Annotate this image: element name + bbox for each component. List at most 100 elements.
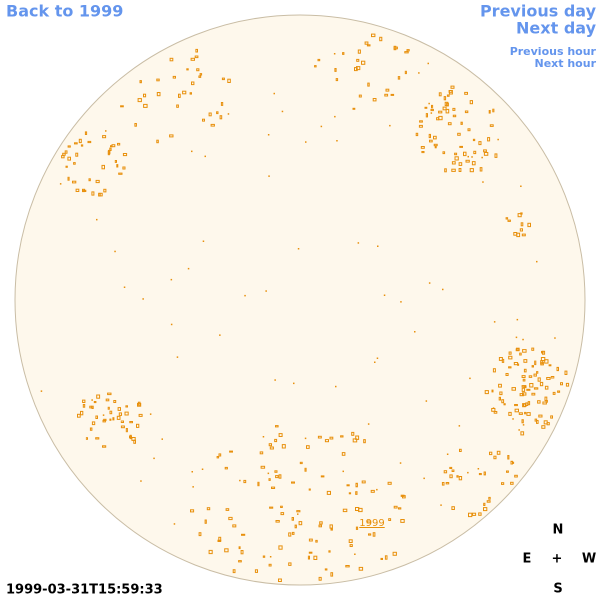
spot [508, 366, 512, 369]
spot [293, 382, 295, 385]
spot [525, 402, 529, 406]
spot [268, 563, 272, 567]
spot [522, 392, 527, 396]
spot [107, 151, 110, 156]
spot [232, 524, 237, 528]
spot [267, 472, 270, 475]
spot [372, 98, 377, 102]
spot [484, 390, 489, 395]
spot [367, 82, 370, 87]
spot [536, 420, 539, 424]
spot [468, 512, 473, 518]
back-link[interactable]: Back to 1999 [6, 2, 123, 21]
spot [280, 505, 283, 509]
spot [404, 70, 407, 75]
spot [506, 470, 509, 473]
spot [367, 423, 370, 425]
spot [224, 466, 228, 470]
spot [220, 102, 224, 106]
spot [208, 112, 212, 117]
spot [103, 188, 107, 193]
spot [355, 435, 360, 440]
spot [204, 519, 207, 524]
spot [161, 438, 163, 440]
spot [390, 93, 395, 96]
spot [314, 65, 317, 68]
spot [372, 532, 376, 537]
spot [443, 96, 447, 101]
spot [186, 68, 189, 71]
spot [515, 336, 518, 339]
spot [320, 125, 323, 128]
spot [508, 411, 512, 416]
spot [456, 475, 459, 478]
spot [143, 93, 147, 98]
spot [95, 415, 99, 419]
spot [304, 467, 307, 472]
spot [95, 437, 100, 440]
spot [304, 437, 307, 440]
spot [280, 512, 285, 516]
spot [503, 403, 506, 406]
spot [96, 394, 101, 399]
spot [274, 438, 278, 443]
spot [404, 51, 409, 54]
spot [384, 93, 389, 97]
spot [335, 385, 337, 388]
spot [472, 512, 477, 516]
spot [195, 48, 198, 53]
spot [112, 417, 115, 421]
spot [224, 548, 229, 553]
spot [531, 392, 536, 396]
spot [449, 466, 453, 469]
previous-hour-link[interactable]: Previous hour [510, 45, 597, 58]
spot [557, 390, 561, 393]
spot [268, 175, 270, 177]
spot [307, 555, 310, 560]
spot [199, 73, 203, 76]
spot [521, 419, 524, 424]
spot [444, 168, 447, 173]
spot [238, 546, 241, 550]
spot [529, 383, 534, 388]
spot [446, 94, 450, 97]
spot [415, 132, 419, 137]
spot [518, 412, 523, 415]
spot [520, 222, 524, 227]
east-label: E [523, 552, 532, 567]
year-link[interactable]: 1999 [359, 518, 384, 529]
spot [239, 479, 241, 482]
spot [458, 425, 461, 427]
previous-day-link[interactable]: Previous day [480, 2, 597, 21]
spot [516, 347, 520, 351]
spot [542, 401, 547, 405]
spot [204, 155, 206, 158]
spot [275, 475, 279, 479]
spot [111, 144, 116, 148]
spot [358, 566, 364, 571]
spot [467, 471, 469, 474]
spot [320, 475, 325, 478]
next-hour-link[interactable]: Next hour [535, 57, 597, 70]
spot [125, 428, 128, 433]
spot [346, 484, 350, 487]
spot [510, 481, 514, 485]
spot [522, 338, 524, 341]
spot [114, 160, 118, 163]
spot [477, 468, 480, 470]
spot [548, 364, 552, 367]
spot [129, 434, 132, 440]
spot [514, 474, 518, 478]
spot [481, 156, 483, 159]
spot [275, 425, 279, 428]
spot [348, 539, 353, 543]
spot [297, 513, 299, 515]
spot [449, 474, 453, 479]
spot [153, 457, 155, 460]
spot [208, 549, 213, 555]
spot [122, 153, 128, 157]
spot [120, 105, 124, 108]
spot [317, 435, 322, 439]
next-day-link[interactable]: Next day [516, 19, 597, 38]
